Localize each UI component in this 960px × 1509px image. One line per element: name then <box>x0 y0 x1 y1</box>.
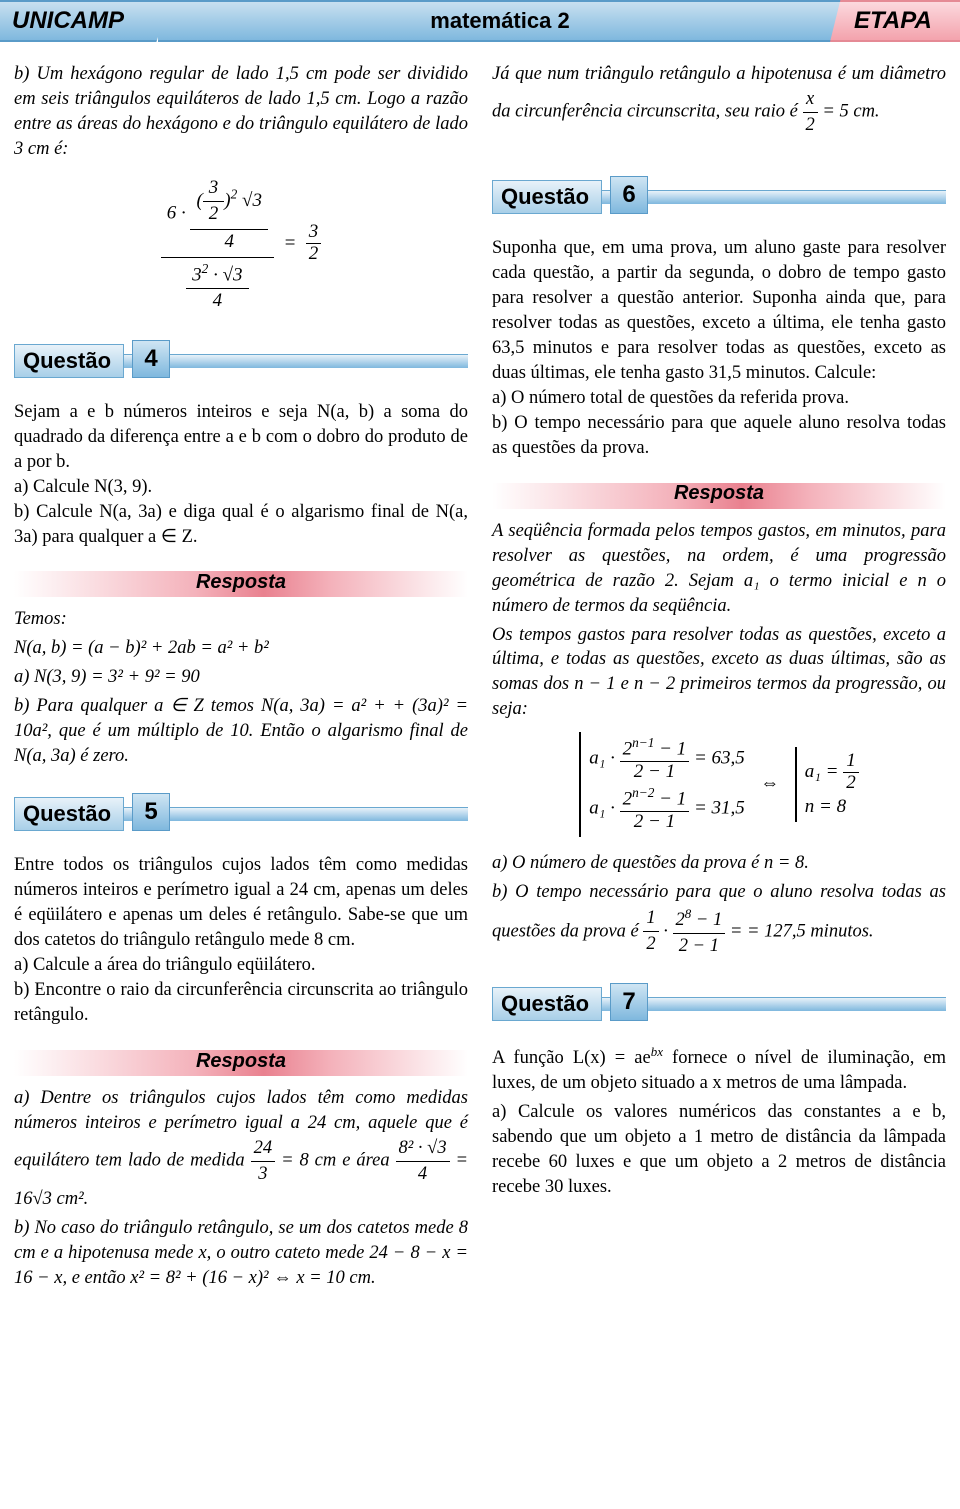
header-institution: UNICAMP <box>0 0 170 42</box>
content-columns: b) Um hexágono regular de lado 1,5 cm po… <box>0 42 960 1305</box>
f-sqrt3: √3 <box>242 190 262 211</box>
header-brand: ETAPA <box>830 0 960 42</box>
resp-label-2: Resposta <box>14 1046 468 1076</box>
question-4-bar: Questão 4 <box>14 342 468 382</box>
q4-label: Questão <box>14 344 124 378</box>
f-4b: 4 <box>186 289 248 314</box>
resp-label: Resposta <box>14 567 468 597</box>
hexagon-ratio-formula: 6 · (32)2 √3 4 32 · √3 4 = 32 <box>14 172 468 316</box>
q6-resp-3: a) O número de questões da prova é n = 8… <box>492 851 946 876</box>
q7-body-1: A função L(x) = aebx fornece o nível de … <box>492 1043 946 1096</box>
q6-label: Questão <box>492 180 602 214</box>
q6-response-bar: Resposta <box>492 479 946 509</box>
q4-resp-line1: N(a, b) = (a − b)² + 2ab = a² + b² <box>14 636 468 661</box>
left-column: b) Um hexágono regular de lado 1,5 cm po… <box>14 62 468 1295</box>
resp-label-3: Resposta <box>492 479 946 509</box>
sysr2: n = 8 <box>805 797 859 818</box>
sys1a: a₁ · <box>589 748 615 769</box>
hexagon-text: b) Um hexágono regular de lado 1,5 cm po… <box>14 62 468 162</box>
header-subject: matemática 2 <box>158 0 842 42</box>
f-3b: 3 <box>192 264 202 285</box>
q5-response-bar: Resposta <box>14 1046 468 1076</box>
c2-intro-b: = 5 cm. <box>822 102 879 122</box>
f-sqrt3b: √3 <box>223 264 243 285</box>
q6-resp-4: b) O tempo necessário para que o aluno r… <box>492 880 946 959</box>
q6-body: Suponha que, em uma prova, um aluno gast… <box>492 236 946 461</box>
f-4a: 4 <box>190 230 268 255</box>
q4-resp-line2: a) N(3, 9) = 3² + 9² = 90 <box>14 665 468 690</box>
f-3: 3 <box>203 176 225 202</box>
q5-body: Entre todos os triângulos cujos lados tê… <box>14 853 468 1028</box>
question-6-bar: Questão 6 <box>492 178 946 218</box>
q7-label: Questão <box>492 987 602 1021</box>
sys1b: = 63,5 <box>694 748 745 769</box>
question-5-bar: Questão 5 <box>14 795 468 835</box>
q6-system: a₁ · 2n−1 − 12 − 1 = 63,5 a₁ · 2n−2 − 12… <box>492 732 946 836</box>
question-7-bar: Questão 7 <box>492 985 946 1025</box>
f-2: 2 <box>203 202 225 227</box>
q7b1a: A função L(x) = ae <box>492 1048 651 1068</box>
q4-number: 4 <box>132 340 170 378</box>
q4-body: Sejam a e b números inteiros e seja N(a,… <box>14 400 468 550</box>
q7-number: 7 <box>610 983 648 1021</box>
q5-number: 5 <box>132 793 170 831</box>
q6-number: 6 <box>610 176 648 214</box>
sysr1: a₁ = <box>805 760 843 781</box>
f-res-2: 2 <box>306 244 322 265</box>
q4-temos: Temos: <box>14 607 468 632</box>
sys2b: = 31,5 <box>694 798 745 819</box>
q5r1-b: = 8 cm e área <box>281 1151 395 1171</box>
page-header: UNICAMP matemática 2 ETAPA <box>0 0 960 42</box>
f-6: 6 · <box>167 203 186 224</box>
q4-resp-line3: b) Para qualquer a ∈ Z temos N(a, 3a) = … <box>14 694 468 769</box>
q6-resp-2: Os tempos gastos para resolver todas as … <box>492 623 946 723</box>
q4-response-bar: Resposta <box>14 567 468 597</box>
right-column: Já que num triângulo retângulo a hipoten… <box>492 62 946 1295</box>
q5-resp-2: b) No caso do triângulo retângulo, se um… <box>14 1216 468 1291</box>
sys2a: a₁ · <box>589 798 615 819</box>
q5-resp-1: a) Dentre os triângulos cujos lados têm … <box>14 1086 468 1212</box>
hypotenuse-text: Já que num triângulo retângulo a hipoten… <box>492 62 946 138</box>
f-res-3: 3 <box>306 222 322 244</box>
q5-label: Questão <box>14 797 124 831</box>
q7-body-2: a) Calcule os valores numéricos das cons… <box>492 1100 946 1200</box>
q6r4b: = = 127,5 minutos. <box>730 921 874 941</box>
q6-resp-1: A seqüência formada pelos tempos gastos,… <box>492 519 946 619</box>
